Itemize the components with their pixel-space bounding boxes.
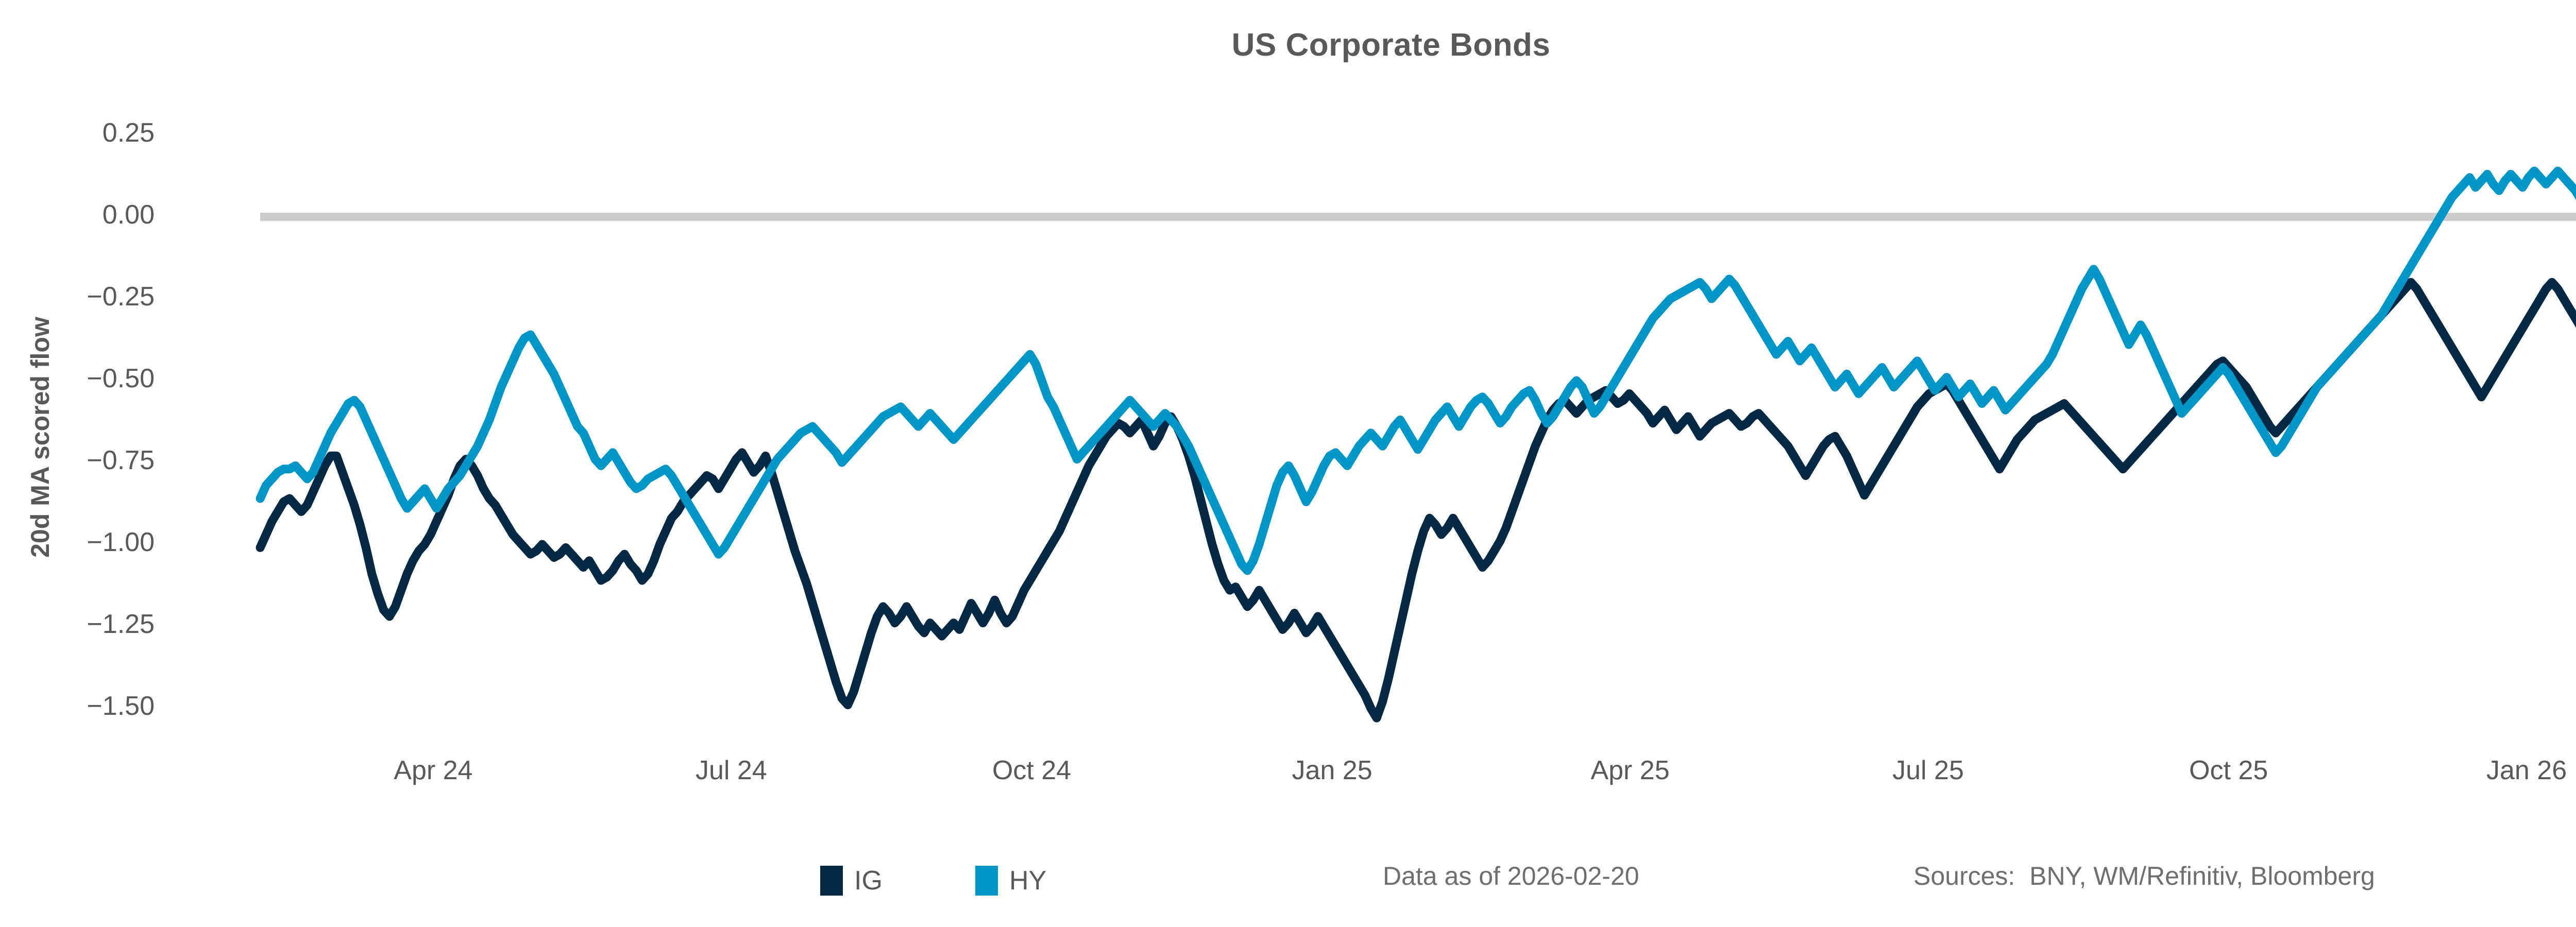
legend-label-hy: HY — [1009, 866, 1047, 896]
x-tick-label: Oct 25 — [2189, 756, 2268, 785]
legend-swatch-hy — [975, 866, 998, 896]
y-tick-label: −1.50 — [87, 691, 155, 721]
x-tick-label: Jan 25 — [1292, 756, 1372, 785]
y-tick-label: −0.25 — [87, 282, 155, 312]
sources-note: Sources: BNY, WM/Refinitiv, Bloomberg — [1913, 862, 2375, 890]
y-tick-label: 0.25 — [102, 118, 155, 148]
y-tick-label: −1.00 — [87, 527, 155, 557]
x-tick-label: Apr 24 — [394, 756, 473, 785]
x-tick-label: Jan 26 — [2486, 756, 2567, 785]
y-tick-label: −1.25 — [87, 609, 155, 639]
legend-label-ig: IG — [854, 866, 883, 896]
x-tick-label: Oct 24 — [992, 756, 1072, 785]
y-tick-label: −0.50 — [87, 364, 155, 393]
chart-legend: IG HY — [0, 855, 2576, 906]
series-line-hy — [256, 166, 2576, 575]
legend-item-hy[interactable]: HY — [975, 855, 1046, 906]
x-tick-label: Jul 24 — [695, 756, 767, 785]
y-tick-label: −0.75 — [87, 445, 155, 475]
series-line-ig — [256, 278, 2576, 723]
data-as-of-note: Data as of 2026-02-20 — [1383, 862, 1639, 890]
legend-swatch-ig — [820, 866, 843, 896]
y-tick-label: 0.00 — [102, 200, 155, 230]
x-tick-label: Apr 25 — [1590, 756, 1670, 785]
legend-item-ig[interactable]: IG — [820, 855, 883, 906]
page-title: US Corporate Bonds — [1231, 27, 1551, 63]
x-tick-label: Jul 25 — [1892, 756, 1964, 785]
